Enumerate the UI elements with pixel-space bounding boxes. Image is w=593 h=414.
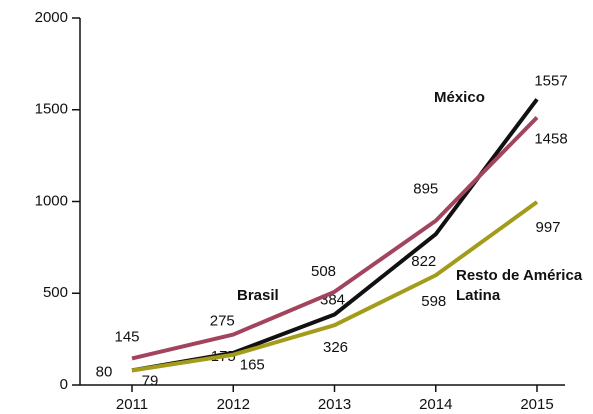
series-label: Resto de América Latina [456,267,583,304]
x-tick-label: 2011 [116,396,148,413]
data-label: 79 [142,372,159,389]
data-label: 145 [114,328,139,345]
data-label: 275 [210,313,235,330]
x-tick-label: 2012 [217,396,250,413]
data-label: 80 [96,363,113,380]
x-tick-label: 2015 [520,396,553,413]
data-label: 598 [421,293,446,310]
series-label: México [434,89,485,106]
data-label: 1557 [534,72,567,89]
series-line [131,200,539,373]
y-tick-label: 2000 [35,9,68,26]
series-label: Brasil [237,287,279,304]
data-label: 326 [323,339,348,356]
series-line [131,116,539,361]
x-tick-label: 2013 [318,396,351,413]
data-label: 822 [411,253,436,270]
series-line [131,98,539,373]
data-label: 508 [311,263,336,280]
x-tick-label: 2014 [419,396,452,413]
y-tick-label: 500 [43,284,68,301]
y-tick-label: 1000 [35,192,68,209]
data-label: 1458 [534,130,567,147]
y-tick-label: 0 [60,376,68,393]
data-label: 895 [413,181,438,198]
data-label: 165 [240,357,265,374]
data-label: 997 [535,219,560,236]
y-tick-label: 1500 [35,101,68,118]
